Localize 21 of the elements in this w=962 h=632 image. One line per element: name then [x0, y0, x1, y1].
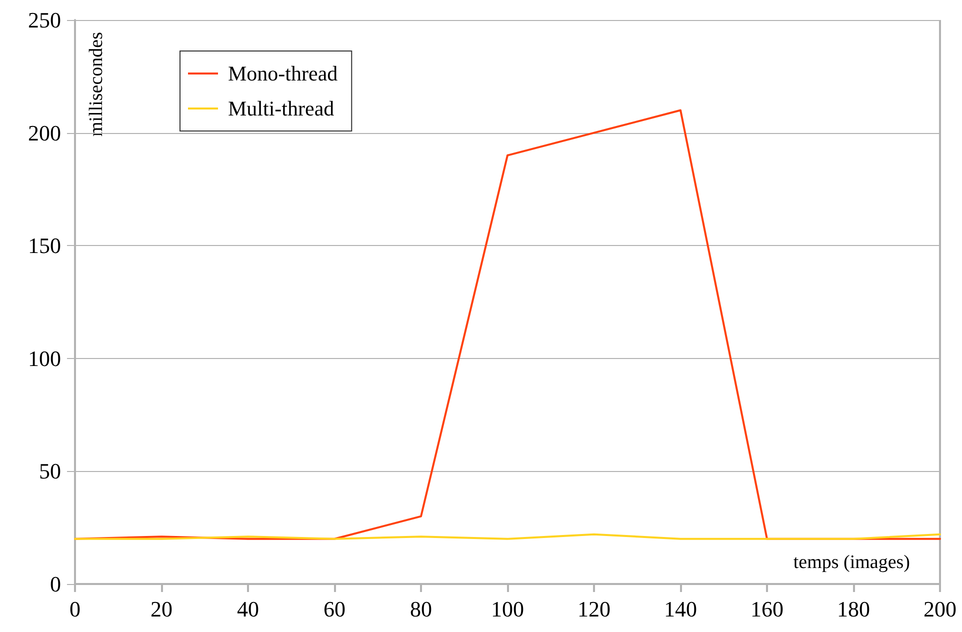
y-tick-label: 200 — [28, 120, 61, 146]
y-tick-label: 50 — [39, 458, 61, 484]
x-tick-label: 200 — [924, 596, 956, 622]
y-tick-label: 0 — [50, 572, 61, 596]
x-tick-label: 160 — [750, 596, 784, 622]
x-tick-label: 60 — [324, 596, 346, 622]
x-tick-label: 20 — [150, 596, 172, 622]
legend-label: Mono-thread — [228, 62, 338, 86]
y-tick-label: 100 — [28, 346, 61, 371]
y-tick-label: 250 — [28, 8, 61, 32]
x-tick-label: 0 — [70, 596, 80, 622]
legend-label: Multi-thread — [228, 96, 335, 120]
y-tick-label: 150 — [28, 233, 61, 258]
y-axis-title: millisecondes — [86, 32, 107, 136]
x-axis-title: temps (images) — [793, 552, 910, 573]
x-tick-label: 100 — [491, 596, 524, 622]
x-tick-label: 120 — [578, 596, 610, 622]
x-tick-label: 40 — [237, 596, 259, 622]
x-tick-label: 80 — [410, 596, 432, 622]
x-tick-label: 180 — [837, 596, 870, 622]
x-tick-label: 140 — [664, 596, 697, 622]
